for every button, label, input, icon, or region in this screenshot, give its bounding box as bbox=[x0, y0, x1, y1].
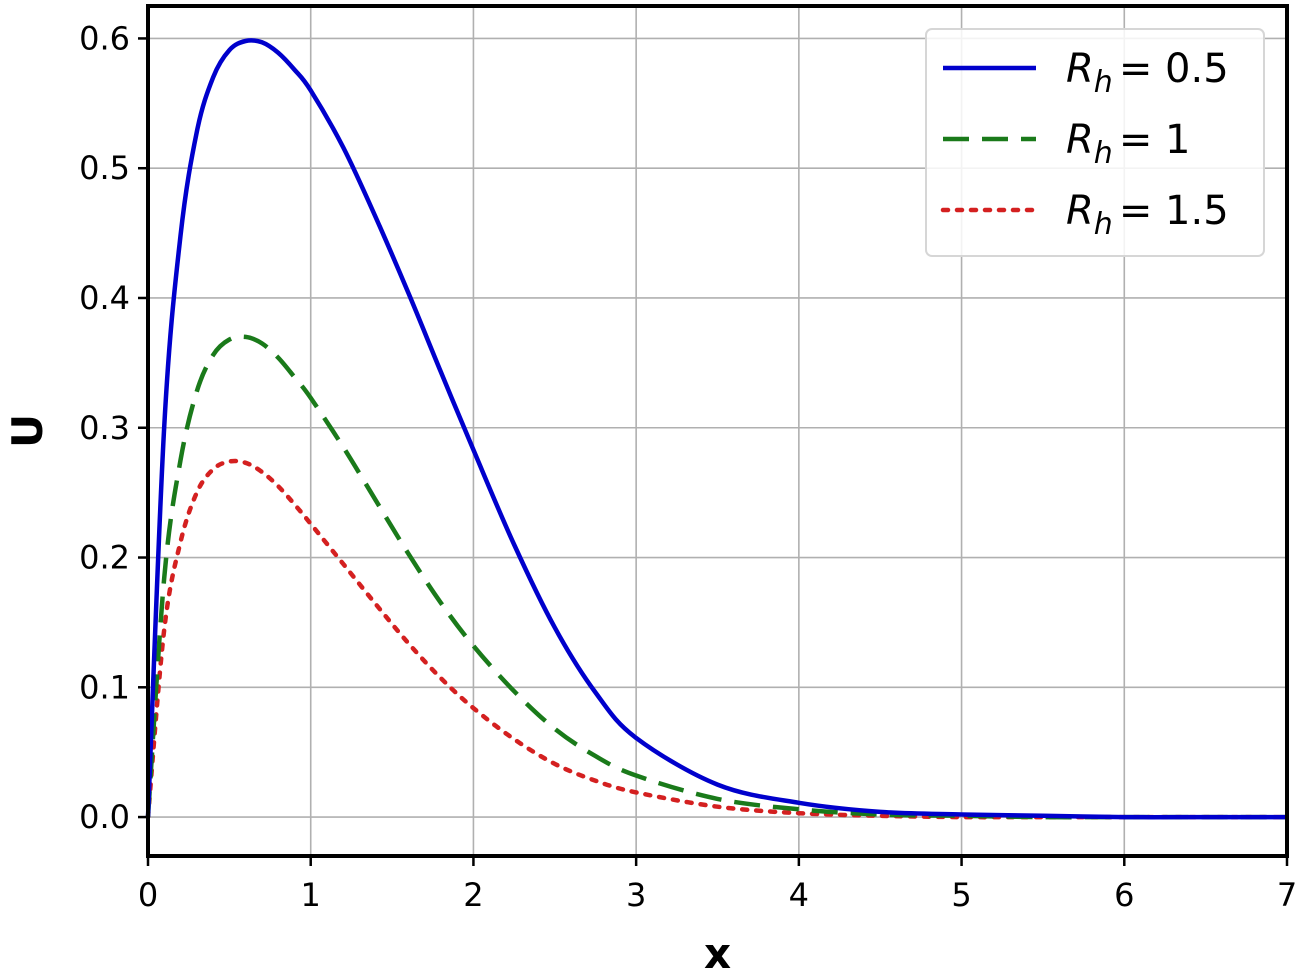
series-line-0 bbox=[145, 38, 1287, 820]
y-tick-label: 0.5 bbox=[79, 149, 130, 187]
y-tick-label: 0.0 bbox=[79, 798, 130, 836]
series-line-1 bbox=[145, 334, 1287, 820]
x-axis-label: x bbox=[704, 929, 731, 977]
plot-frame bbox=[146, 4, 1289, 858]
legend-label-0: Rh = 0.5 bbox=[1066, 46, 1229, 100]
legend-label-1: Rh = 1 bbox=[1066, 117, 1191, 171]
series-line-2 bbox=[145, 458, 1290, 820]
legend-label-2: Rh = 1.5 bbox=[1066, 188, 1229, 242]
x-axis-ticks: 0 1 2 3 4 5 6 7 bbox=[138, 856, 1297, 914]
y-tick-label: 0.6 bbox=[79, 19, 130, 57]
y-tick-label: 0.3 bbox=[79, 409, 130, 447]
x-tick-label: 7 bbox=[1277, 876, 1297, 914]
x-tick-label: 4 bbox=[789, 876, 809, 914]
legend-box bbox=[925, 28, 1265, 257]
y-tick-label: 0.1 bbox=[79, 668, 130, 706]
x-tick-label: 3 bbox=[626, 876, 646, 914]
series-layer bbox=[145, 38, 1290, 820]
x-tick-label: 5 bbox=[951, 876, 971, 914]
x-tick-label: 1 bbox=[301, 876, 321, 914]
x-tick-label: 6 bbox=[1114, 876, 1134, 914]
legend: Rh = 0.5 Rh = 1 Rh = 1.5 bbox=[925, 28, 1265, 257]
x-tick-label: 0 bbox=[138, 876, 158, 914]
y-axis-ticks: 0.0 0.1 0.2 0.3 0.4 0.5 0.6 bbox=[79, 19, 148, 836]
y-tick-label: 0.4 bbox=[79, 279, 130, 317]
y-axis-label: U bbox=[3, 414, 52, 448]
y-tick-label: 0.2 bbox=[79, 539, 130, 577]
x-tick-label: 2 bbox=[463, 876, 483, 914]
